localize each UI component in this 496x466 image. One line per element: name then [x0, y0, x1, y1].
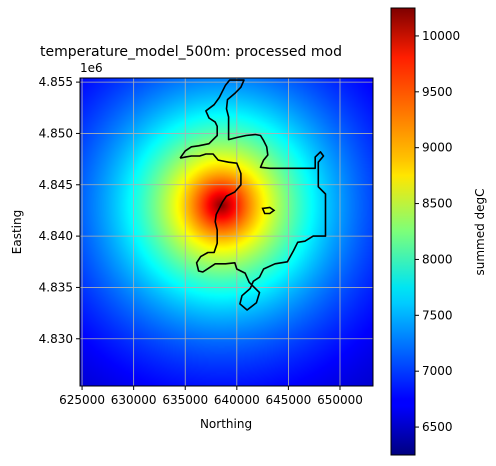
colorbar-ticks: 6500 7000 7500 8000 8500 9000 9500 10000 [415, 29, 460, 434]
y-tick-label: 4.835 [39, 280, 73, 294]
colorbar-tick-label: 8500 [422, 197, 453, 211]
colorbar [391, 8, 415, 455]
y-tick-label: 4.855 [39, 75, 73, 89]
colorbar-tick-label: 10000 [422, 29, 460, 43]
colorbar-tick-label: 7500 [422, 308, 453, 322]
x-tick-label: 635000 [162, 393, 208, 407]
x-axis-label: Northing [200, 417, 252, 431]
x-tick-label: 625000 [59, 393, 105, 407]
city-boundary [179, 79, 327, 311]
chart-title: temperature_model_500m: processed mod [40, 44, 342, 60]
y-axis-offset-label: 1e6 [80, 61, 103, 75]
x-tick-label: 640000 [214, 393, 260, 407]
colorbar-tick-label: 9000 [422, 141, 453, 155]
colorbar-tick-label: 9500 [422, 85, 453, 99]
x-tick-label: 630000 [111, 393, 157, 407]
y-axis-ticks: 4.830 4.835 4.840 4.845 4.850 4.855 [39, 75, 80, 346]
y-tick-label: 4.830 [39, 332, 73, 346]
grid-lines [80, 78, 373, 386]
x-tick-label: 650000 [317, 393, 363, 407]
y-tick-label: 4.845 [39, 178, 73, 192]
colorbar-frame [390, 7, 416, 456]
colorbar-tick-label: 7000 [422, 364, 453, 378]
x-axis-ticks: 625000 630000 635000 640000 645000 650000 [59, 386, 363, 407]
plot-frame [79, 77, 374, 387]
x-tick-label: 645000 [265, 393, 311, 407]
boundary-island [261, 206, 276, 215]
colorbar-tick-label: 8000 [422, 252, 453, 266]
y-axis-label: Easting [10, 210, 24, 254]
y-tick-label: 4.840 [39, 229, 73, 243]
y-tick-label: 4.850 [39, 126, 73, 140]
colorbar-tick-label: 6500 [422, 420, 453, 434]
colorbar-label: summed degC [473, 188, 487, 275]
heatmap-image [80, 78, 373, 386]
